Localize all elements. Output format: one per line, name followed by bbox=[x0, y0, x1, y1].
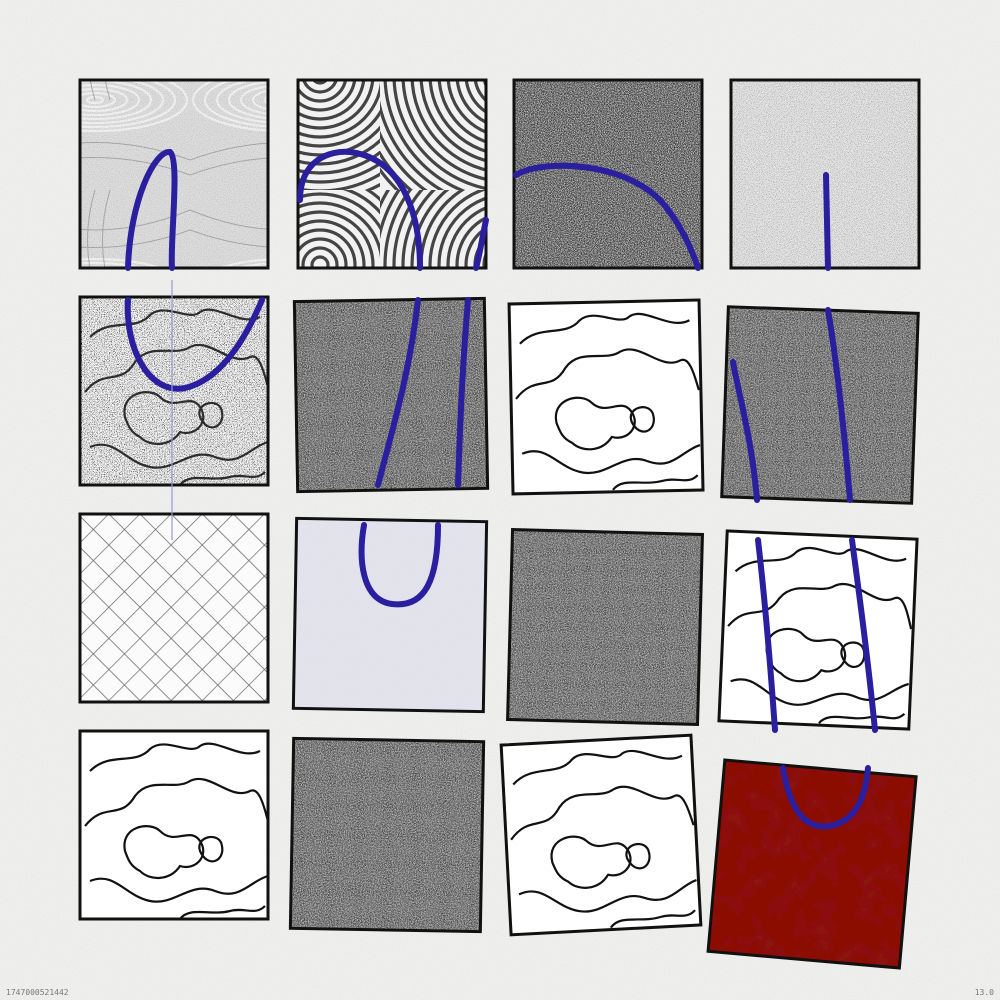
blue-curve-strokes bbox=[124, 148, 878, 830]
tile-r2-c1 bbox=[78, 295, 270, 487]
tile-r2-c2 bbox=[292, 296, 490, 494]
seed-code: 1747000521442 bbox=[6, 988, 69, 997]
tile-r3-c4 bbox=[717, 529, 919, 731]
tile-r4-c3 bbox=[499, 733, 703, 937]
tile-r2-c3 bbox=[507, 298, 705, 496]
tile-r3-c3 bbox=[506, 528, 705, 726]
tile-r3-c1 bbox=[78, 512, 270, 704]
tile-r2-c4 bbox=[720, 305, 920, 505]
tile-r4-c4 bbox=[706, 758, 918, 970]
tile-r1-c1 bbox=[78, 78, 270, 270]
tile-r3-c2 bbox=[291, 516, 489, 714]
version-label: 13.0 bbox=[974, 988, 994, 997]
tile-r4-c1 bbox=[78, 729, 270, 921]
tile-r4-c2 bbox=[288, 736, 486, 934]
